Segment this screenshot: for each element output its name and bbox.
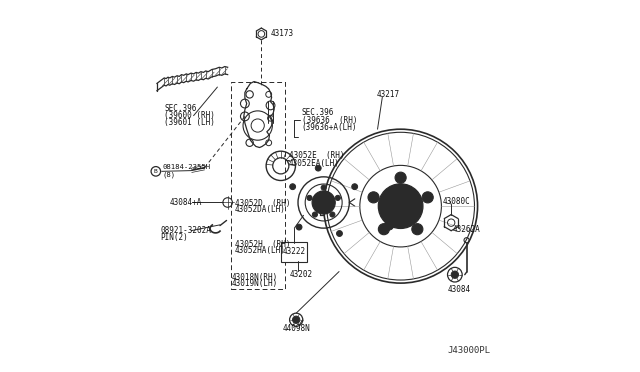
Text: PIN(2): PIN(2) bbox=[161, 233, 188, 242]
Text: (8): (8) bbox=[162, 171, 175, 177]
Circle shape bbox=[422, 192, 433, 203]
Circle shape bbox=[321, 185, 326, 190]
Text: B: B bbox=[154, 169, 157, 174]
Text: 43084: 43084 bbox=[447, 285, 470, 294]
Circle shape bbox=[385, 221, 394, 230]
Circle shape bbox=[292, 316, 300, 323]
Circle shape bbox=[335, 195, 340, 201]
Circle shape bbox=[307, 195, 312, 201]
Circle shape bbox=[378, 224, 389, 235]
Text: 43052E  (RH): 43052E (RH) bbox=[289, 151, 344, 160]
Circle shape bbox=[352, 184, 358, 190]
Text: SEC.396: SEC.396 bbox=[301, 108, 334, 117]
Circle shape bbox=[388, 193, 413, 219]
Text: 43173: 43173 bbox=[271, 29, 294, 38]
Text: 43080C: 43080C bbox=[443, 197, 470, 206]
Circle shape bbox=[368, 192, 379, 203]
FancyBboxPatch shape bbox=[282, 242, 307, 262]
Text: (39601 (LH): (39601 (LH) bbox=[164, 118, 215, 128]
Text: 43217: 43217 bbox=[377, 90, 400, 99]
Text: 43084+A: 43084+A bbox=[170, 198, 202, 207]
Circle shape bbox=[316, 165, 321, 171]
Text: 43052H  (RH): 43052H (RH) bbox=[235, 240, 291, 249]
Text: 43202: 43202 bbox=[290, 270, 313, 279]
Circle shape bbox=[312, 191, 335, 214]
Circle shape bbox=[337, 231, 342, 237]
Circle shape bbox=[317, 196, 330, 209]
Text: 43052DA(LH): 43052DA(LH) bbox=[235, 205, 286, 214]
Text: (39636  (RH): (39636 (RH) bbox=[301, 116, 357, 125]
Text: 43019N(LH): 43019N(LH) bbox=[231, 279, 278, 288]
Text: SEC.396: SEC.396 bbox=[164, 104, 196, 113]
Text: 44098N: 44098N bbox=[283, 324, 310, 333]
Text: J43000PL: J43000PL bbox=[447, 346, 490, 355]
Circle shape bbox=[312, 212, 317, 217]
Circle shape bbox=[290, 184, 296, 190]
Circle shape bbox=[330, 212, 335, 217]
Text: 43052EA(LH): 43052EA(LH) bbox=[289, 159, 340, 168]
Text: 43262A: 43262A bbox=[452, 225, 481, 234]
Circle shape bbox=[378, 184, 423, 228]
Text: 43222: 43222 bbox=[283, 247, 306, 256]
Text: (39600 (RH): (39600 (RH) bbox=[164, 111, 215, 120]
Text: 08921-3202A: 08921-3202A bbox=[161, 226, 211, 235]
Circle shape bbox=[296, 224, 302, 230]
Text: 08184-2355H: 08184-2355H bbox=[162, 164, 210, 170]
Text: 43052HA(LH): 43052HA(LH) bbox=[235, 246, 286, 255]
Circle shape bbox=[451, 271, 458, 278]
Circle shape bbox=[412, 224, 423, 235]
Circle shape bbox=[395, 172, 406, 183]
Text: 43052D  (RH): 43052D (RH) bbox=[235, 199, 291, 208]
Text: 43018N(RH): 43018N(RH) bbox=[231, 273, 278, 282]
Text: (39636+A(LH): (39636+A(LH) bbox=[301, 123, 357, 132]
